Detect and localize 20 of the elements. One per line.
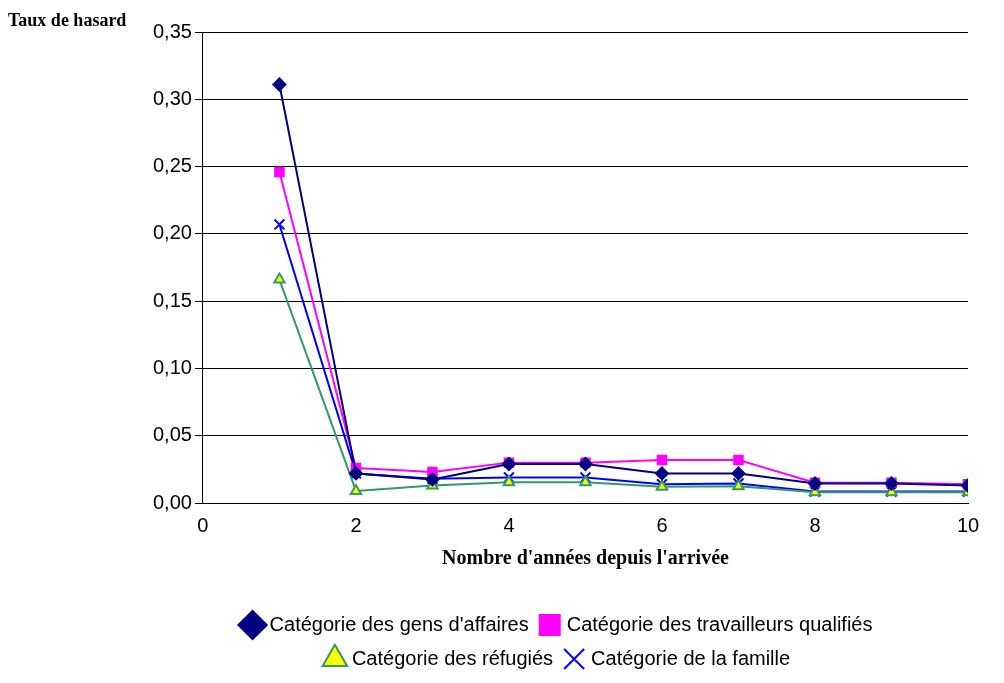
y-tick-label: 0,15: [152, 288, 192, 311]
legend-label: Catégorie des réfugiés: [351, 646, 554, 669]
x-tick-label: 10: [956, 513, 980, 536]
y-tick-label: 0,25: [152, 154, 192, 177]
legend-label: Catégorie des gens d'affaires: [269, 612, 529, 635]
legend-label: Catégorie de la famille: [591, 646, 791, 669]
y-tick-label: 0,05: [152, 423, 192, 446]
x-tick-label: 4: [503, 513, 515, 536]
y-tick-label: 0,35: [152, 19, 192, 42]
y-axis-title: Taux de hasard: [8, 10, 127, 30]
y-tick-label: 0,30: [152, 86, 192, 109]
x-axis-title: Nombre d'années depuis l'arrivée: [442, 546, 729, 570]
x-tick-label: 0: [197, 513, 209, 536]
x-tick-label: 6: [656, 513, 668, 536]
x-tick-label: 8: [809, 513, 821, 536]
y-tick-label: 0,00: [152, 490, 192, 513]
x-tick-label: 2: [350, 513, 362, 536]
legend-label: Catégorie des travailleurs qualifiés: [566, 612, 873, 635]
y-tick-label: 0,20: [152, 221, 192, 244]
y-tick-label: 0,10: [152, 355, 192, 378]
